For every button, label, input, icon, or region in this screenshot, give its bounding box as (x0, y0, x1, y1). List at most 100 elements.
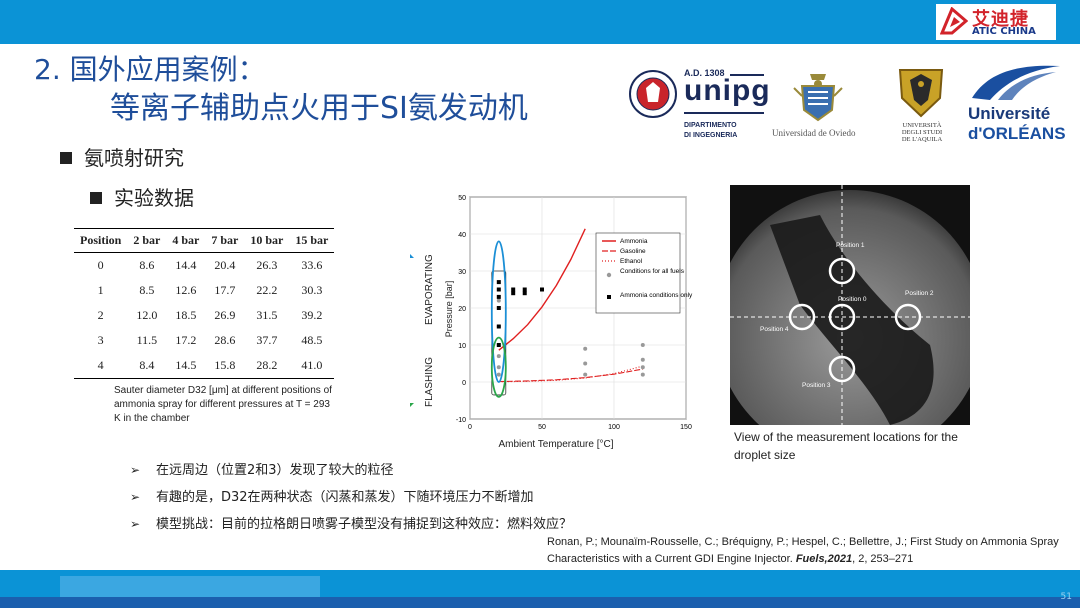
orleans-name2: d'ORLÉANS (968, 124, 1066, 143)
table-row: 2 12.0 18.5 26.9 31.5 39.2 (97, 308, 323, 322)
finding-item: ➢ 有趣的是，D32在两种状态（闪蒸和蒸发）下随环境压力不断增加 (130, 487, 572, 514)
x-tick-label: 100 (608, 424, 620, 431)
all-fuels-point (496, 372, 501, 377)
flashing-label: FLASHING (424, 357, 435, 407)
all-fuels-point (496, 298, 501, 303)
table-caption: Sauter diameter D32 [μm] at different po… (114, 385, 332, 424)
y-tick-label: 30 (458, 269, 466, 276)
ammonia-only-point (511, 291, 516, 296)
arrow-bullet-icon: ➢ (130, 490, 141, 504)
square-bullet-icon (90, 191, 102, 204)
position-label: Position 1 (836, 242, 865, 249)
top-bar (0, 0, 1080, 44)
regime-arrows: EVAPORATING FLASHING (410, 254, 435, 407)
evaporating-arrow-up-icon (410, 254, 414, 258)
all-fuels-point (640, 365, 645, 370)
reference: Ronan, P.; Mounaïm-Rousselle, C.; Bréqui… (547, 536, 1059, 565)
series-line-ethanol (498, 365, 643, 383)
flashing-arrow-down-icon (410, 403, 414, 407)
table-header-row: Position 2 bar 4 bar 7 bar 10 bar 15 bar (74, 228, 335, 253)
y-tick-label: 50 (458, 195, 466, 202)
all-fuels-point (583, 346, 588, 351)
orleans-swoosh-icon (972, 65, 1060, 100)
x-tick-label: 0 (468, 424, 472, 431)
legend-all-fuels: Conditions for all fuels (620, 268, 685, 275)
ammonia-only-point (496, 306, 501, 310)
spray-plume (770, 215, 934, 425)
unipg-underline (684, 112, 764, 114)
y-tick-label: 10 (458, 343, 466, 350)
legend-ammonia-only-marker (607, 295, 611, 299)
unipg-name: unipg (684, 74, 771, 107)
y-tick-label: 0 (462, 380, 466, 387)
legend-ammonia: Ammonia (620, 238, 648, 245)
x-tick-label: 150 (680, 424, 692, 431)
aquila-name: UNIVERSITÀ DEGLI STUDI DE L'AQUILA (901, 122, 943, 143)
position-circle (894, 303, 922, 331)
y-axis-label: Pressure [bar] (444, 281, 454, 338)
aquila-eagle-icon (898, 69, 944, 118)
ammonia-only-point (522, 291, 527, 296)
evaporating-ellipse (490, 240, 507, 383)
table-row: 1 8.5 12.6 17.7 22.2 30.3 (97, 283, 323, 297)
table-header: 10 bar (244, 228, 290, 253)
table-row: 4 8.4 14.5 15.8 28.2 41.0 (74, 353, 335, 379)
finding-item: ➢ 在远周边（位置2和3）发现了较大的粒径 (130, 460, 572, 487)
position-circle (828, 303, 856, 331)
table-header: Position (74, 228, 128, 253)
legend-ethanol: Ethanol (620, 258, 643, 265)
position-circle (828, 355, 856, 383)
ammonia-only-point (511, 287, 516, 292)
arrow-bullet-icon: ➢ (130, 463, 141, 477)
position-label: Position 0 (838, 296, 867, 303)
square-bullet-icon (60, 151, 72, 164)
table-header: 2 bar (127, 228, 167, 253)
x-tick-label: 50 (538, 424, 546, 431)
unipg-dept2: DI INGEGNERIA (684, 132, 738, 139)
unipg-dept1: DIPARTIMENTO (684, 122, 737, 129)
position-label: Position 4 (760, 326, 789, 333)
all-fuels-point (496, 365, 501, 370)
all-fuels-point (640, 343, 645, 347)
atic-logo-icon (940, 7, 968, 35)
unipg-rule (730, 74, 764, 76)
series-line-ammonia (498, 228, 586, 351)
photo-caption: View of the measurement locations for th… (734, 430, 958, 462)
table-row: 0 8.6 14.4 20.4 26.3 33.6 (97, 258, 323, 272)
ammonia-only-point (496, 287, 501, 292)
position-circle (828, 257, 856, 285)
key-findings: ➢ 在远周边（位置2和3）发现了较大的粒径 ➢ 有趣的是，D32在两种状态（闪蒸和蒸… (130, 460, 572, 541)
all-fuels-point (583, 361, 588, 366)
oviedo-shield-icon (793, 74, 843, 122)
legend-all-fuels-marker (606, 272, 612, 278)
legend-ammonia-only: Ammonia conditions only (620, 292, 693, 299)
ammonia-only-point (496, 343, 501, 347)
flashing-ellipse (490, 336, 507, 398)
y-tick-label: 20 (458, 306, 466, 313)
slide-title-line2: 等离子辅助点火用于SI氨发动机 (110, 91, 528, 126)
y-tick-label: 40 (458, 232, 466, 239)
chart-legend: Ammonia Gasoline Ethanol Conditions for … (595, 232, 693, 314)
all-fuels-point (496, 354, 501, 359)
brand-logo: 艾迪捷 ATIC CHINA (936, 4, 1056, 40)
finding-item: ➢ 模型挑战：目前的拉格朗日喷雾子模型没有捕捉到这种效应：燃料效应？ (130, 514, 572, 541)
brand-name-en: ATIC CHINA (972, 26, 1036, 37)
y-tick-label: -10 (456, 417, 466, 424)
position-circle (788, 303, 816, 331)
unipg-ad: A.D. 1308 (684, 68, 725, 78)
legend-gasoline: Gasoline (620, 248, 646, 255)
all-fuels-point (583, 372, 588, 377)
highlight-boxes (490, 240, 507, 398)
ammonia-only-point (496, 324, 501, 329)
university-logos: A.D. 1308 unipg DIPARTIMENTO DI INGEGNER… (628, 60, 1068, 150)
table-header: 4 bar (166, 228, 206, 253)
oviedo-name: Universidad de Oviedo (772, 128, 856, 138)
all-fuels-point (640, 372, 645, 377)
table-row: 3 11.5 17.2 28.6 37.7 48.5 (97, 333, 323, 347)
table-header: 7 bar (205, 228, 245, 253)
page-number: 51 (1060, 592, 1072, 602)
slide-title-line1: 2. 国外应用案例： (34, 53, 266, 86)
ammonia-only-point (540, 287, 544, 292)
evaporating-label: EVAPORATING (424, 254, 435, 325)
